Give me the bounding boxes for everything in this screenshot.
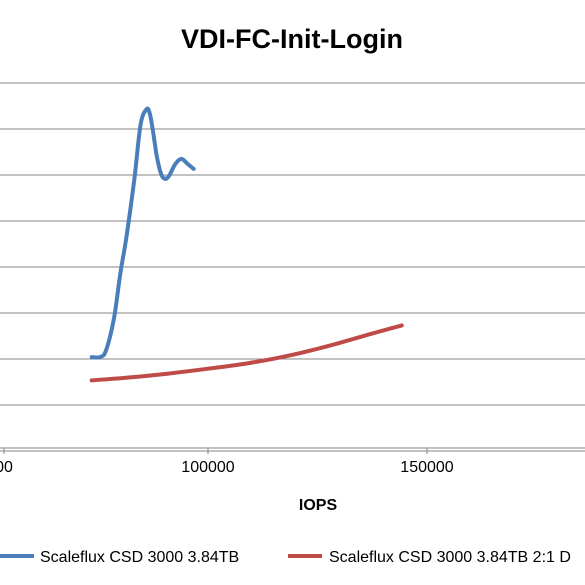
legend: Scaleflux CSD 3000 3.84TB Scaleflux CSD … (0, 549, 571, 566)
series-lines (89, 106, 404, 383)
chart-title: VDI-FC-Init-Login (181, 24, 403, 54)
series-line-2 (89, 323, 404, 383)
series-line-1 (89, 106, 196, 360)
legend-label-series-2: Scaleflux CSD 3000 3.84TB 2:1 D (329, 549, 571, 566)
gridlines (0, 82, 585, 452)
legend-label-series-1: Scaleflux CSD 3000 3.84TB (40, 549, 239, 566)
x-tick-label: 00 (0, 459, 13, 476)
x-axis-label: IOPS (299, 497, 338, 514)
x-tick-label: 150000 (400, 459, 453, 476)
x-axis-ticks: 00 100000 150000 (0, 448, 454, 476)
x-tick-label: 100000 (181, 459, 234, 476)
